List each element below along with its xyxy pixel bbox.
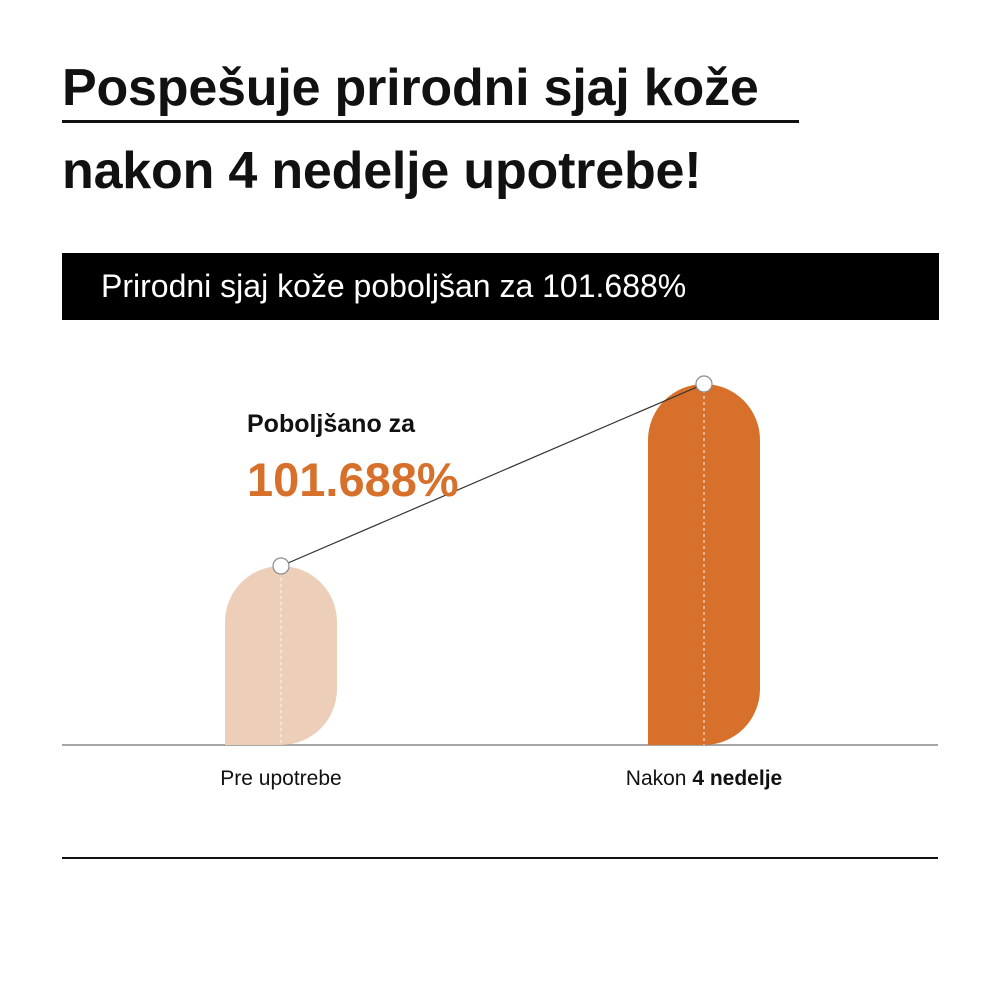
x-tick-label-after-text: Nakon (625, 767, 693, 790)
headline-line-1: Pospešuje prirodni sjaj kože (62, 58, 942, 123)
headline: Pospešuje prirodni sjaj kože nakon 4 ned… (62, 58, 942, 201)
improvement-label: Poboljšano za (247, 410, 416, 438)
bottom-divider (62, 857, 938, 859)
x-tick-label-before-text: Pre upotrebe (220, 767, 342, 790)
x-tick-label-before: Pre upotrebe (220, 767, 341, 791)
x-tick-label-after: Nakon 4 nedelje (626, 767, 782, 791)
bar-before (225, 566, 338, 745)
headline-line-2: nakon 4 nedelje upotrebe! (62, 142, 702, 200)
banner: Prirodni sjaj kože poboljšan za 101.688% (62, 253, 939, 320)
x-tick-label-after-bold: 4 nedelje (692, 767, 783, 790)
bar-after-top-marker (695, 375, 713, 393)
banner-text: Prirodni sjaj kože poboljšan za 101.688% (101, 268, 687, 304)
headline-underline (62, 120, 799, 123)
headline-line-1-text: Pospešuje prirodni sjaj kože (62, 59, 759, 117)
connector-line (280, 383, 705, 567)
bar-before-top-marker (272, 557, 290, 575)
improvement-value: 101.688% (247, 453, 459, 506)
